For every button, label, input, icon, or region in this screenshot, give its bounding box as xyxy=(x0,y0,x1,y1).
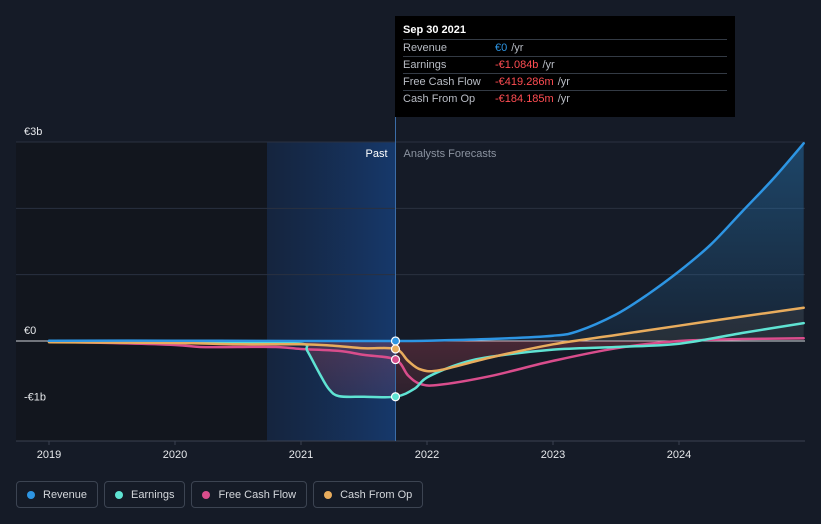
tooltip-value: €0 xyxy=(495,42,508,54)
negative-area xyxy=(49,341,804,398)
cash-from-op-line xyxy=(47,306,805,373)
tooltip-value: -€419.286m xyxy=(495,76,554,88)
tooltip-label: Earnings xyxy=(403,59,447,71)
cash-from-op-area xyxy=(49,307,804,341)
x-tick-label: 2023 xyxy=(541,449,565,461)
revenue-marker xyxy=(390,336,401,346)
y-tick-label: €3b xyxy=(24,126,42,138)
tooltip-date: Sep 30 2021 xyxy=(403,24,466,36)
tooltip-label: Free Cash Flow xyxy=(403,76,481,88)
tooltip-unit: /yr xyxy=(557,93,570,105)
earnings-marker xyxy=(390,392,401,402)
tooltip-label: Cash From Op xyxy=(403,93,476,105)
revenue-area xyxy=(49,143,804,342)
tooltip-row-earnings: Earnings -€1.084b /yr xyxy=(403,56,727,73)
x-tick-label: 2024 xyxy=(667,449,691,461)
legend-item-earnings[interactable]: Earnings xyxy=(104,481,186,508)
free-cash-flow-marker xyxy=(390,354,401,365)
tooltip-unit: /yr xyxy=(557,76,570,88)
legend-dot-icon xyxy=(202,490,211,499)
tooltip-unit: /yr xyxy=(542,59,555,71)
tooltip-row-free-cash-flow: Free Cash Flow -€419.286m /yr xyxy=(403,73,727,90)
legend-label: Earnings xyxy=(131,488,175,501)
cash-from-op-marker xyxy=(390,344,401,354)
pre-shade xyxy=(16,142,267,441)
legend-label: Cash From Op xyxy=(340,488,413,501)
x-tick-label: 2021 xyxy=(289,449,313,461)
legend-dot-icon xyxy=(115,490,124,499)
tooltip-value: -€1.084b xyxy=(495,59,539,71)
x-tick-label: 2020 xyxy=(163,449,187,461)
tooltip-row-revenue: Revenue €0 /yr xyxy=(403,39,727,56)
legend-item-free-cash-flow[interactable]: Free Cash Flow xyxy=(191,481,308,508)
legend-dot-icon xyxy=(27,490,35,499)
tooltip-value: -€184.185m xyxy=(495,93,554,105)
legend-item-revenue[interactable]: Revenue xyxy=(16,481,99,508)
revenue-line xyxy=(47,142,805,343)
legend: Revenue Earnings Free Cash Flow Cash Fro… xyxy=(16,481,424,508)
forecast-label: Analysts Forecasts xyxy=(404,148,497,160)
y-tick-label: -€1b xyxy=(24,391,46,403)
tooltip-unit: /yr xyxy=(511,42,524,54)
legend-dot-icon xyxy=(324,490,333,499)
legend-item-cash-from-op[interactable]: Cash From Op xyxy=(313,481,424,508)
legend-label: Revenue xyxy=(43,488,88,501)
legend-label: Free Cash Flow xyxy=(218,488,297,501)
tooltip-label: Revenue xyxy=(403,42,448,54)
x-tick-label: 2022 xyxy=(415,449,439,461)
x-tick-label: 2019 xyxy=(37,449,61,461)
y-tick-label: €0 xyxy=(24,325,36,337)
past-label: Past xyxy=(365,148,387,160)
tooltip-row-cash-from-op: Cash From Op -€184.185m /yr xyxy=(403,90,727,107)
tooltip: Sep 30 2021 Revenue €0 /yr Earnings -€1.… xyxy=(395,16,735,117)
